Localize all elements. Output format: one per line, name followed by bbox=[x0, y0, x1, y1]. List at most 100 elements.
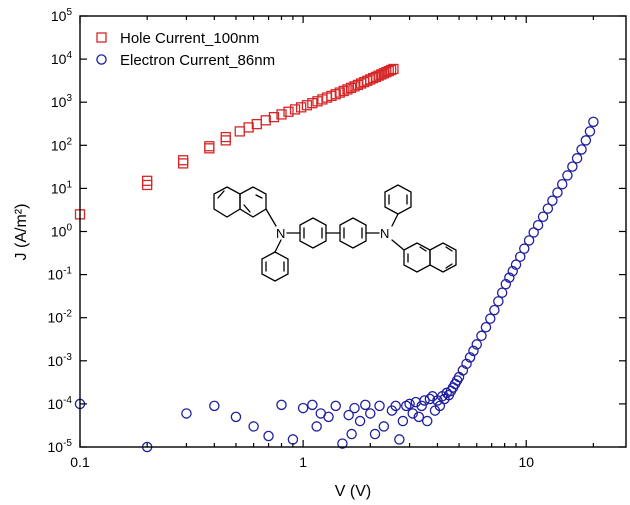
data-point-series-0-28 bbox=[345, 82, 357, 94]
data-point-series-1-20 bbox=[360, 399, 371, 411]
x-tick-label: 1 bbox=[299, 454, 307, 470]
y-tick-label: 10-4 bbox=[48, 395, 73, 412]
data-point-series-0-17 bbox=[296, 102, 307, 113]
data-point-series-1-34 bbox=[416, 400, 427, 412]
data-point-series-1-53 bbox=[464, 352, 476, 363]
data-point-series-1-14 bbox=[330, 400, 341, 412]
molecule-structure: N N bbox=[213, 184, 457, 282]
data-point-series-1-82 bbox=[588, 116, 599, 128]
x-axis-title: V (V) bbox=[335, 483, 371, 500]
data-point-series-0-26 bbox=[338, 85, 349, 97]
y-tick-label: 102 bbox=[51, 136, 73, 153]
y-tick-label: 101 bbox=[51, 179, 73, 196]
data-point-series-1-4 bbox=[230, 411, 242, 423]
legend-label-electron: Electron Current_86nm bbox=[120, 52, 275, 69]
data-point-series-0-15 bbox=[283, 106, 294, 117]
data-point-series-1-5 bbox=[248, 421, 259, 432]
data-point-series-1-57 bbox=[480, 322, 492, 333]
data-point-series-1-77 bbox=[567, 161, 578, 172]
data-point-series-1-68 bbox=[523, 235, 535, 246]
axis-tick-labels: 0.1 1 10 10-5 10-4 10-3 10-2 10-1 100 101 102 103 10… bbox=[48, 7, 535, 470]
data-point-series-0-10 bbox=[243, 122, 254, 133]
data-point-series-0-42 bbox=[385, 64, 397, 76]
data-point-series-1-74 bbox=[552, 187, 563, 198]
data-point-series-1-75 bbox=[556, 178, 568, 190]
data-point-series-1-70 bbox=[532, 219, 544, 231]
y-tick-label: 100 bbox=[51, 223, 73, 240]
data-point-series-1-71 bbox=[537, 211, 549, 222]
data-point-series-1-15 bbox=[337, 438, 348, 449]
data-point-series-1-6 bbox=[263, 430, 274, 442]
data-point-series-1-10 bbox=[307, 399, 318, 411]
data-point-series-0-14 bbox=[276, 109, 287, 120]
data-point-series-1-54 bbox=[468, 345, 479, 357]
data-point-series-1-3 bbox=[209, 400, 220, 412]
data-point-series-0-16 bbox=[289, 104, 301, 115]
nitrogen-label-left: N bbox=[276, 226, 285, 241]
y-tick-label: 10-3 bbox=[48, 352, 73, 369]
data-point-series-1-72 bbox=[542, 203, 554, 214]
data-point-series-1-36 bbox=[421, 415, 433, 427]
data-point-series-1-22 bbox=[369, 428, 381, 440]
data-point-series-1-28 bbox=[397, 415, 409, 427]
y-axis-title: J (A/m²) bbox=[13, 204, 30, 261]
data-point-series-1-30 bbox=[404, 398, 415, 410]
data-point-series-1-33 bbox=[413, 411, 425, 423]
data-point-series-0-37 bbox=[373, 70, 384, 81]
y-tick-label: 10-1 bbox=[48, 266, 73, 283]
data-point-series-1-16 bbox=[343, 409, 354, 421]
data-point-series-1-76 bbox=[562, 170, 573, 181]
data-point-series-1-19 bbox=[354, 415, 366, 427]
y-tick-label: 10-2 bbox=[48, 309, 73, 326]
data-point-series-1-13 bbox=[323, 411, 334, 423]
data-point-series-1-17 bbox=[346, 428, 357, 440]
data-point-series-1-61 bbox=[496, 287, 508, 298]
data-point-series-1-79 bbox=[576, 144, 587, 155]
data-point-series-1-78 bbox=[571, 153, 583, 164]
data-point-series-1-60 bbox=[493, 296, 504, 307]
x-tick-label: 10 bbox=[518, 454, 534, 470]
axis-ticks bbox=[79, 15, 626, 448]
data-point-series-0-35 bbox=[367, 72, 379, 84]
y-tick-label: 105 bbox=[51, 7, 73, 24]
data-point-series-0-13 bbox=[268, 111, 280, 123]
y-tick-label: 104 bbox=[51, 50, 73, 67]
data-point-series-1-27 bbox=[394, 434, 405, 445]
data-point-series-0-43 bbox=[388, 63, 399, 75]
data-point-series-1-11 bbox=[311, 421, 322, 432]
data-point-series-1-58 bbox=[485, 313, 496, 324]
data-point-series-0-12 bbox=[260, 115, 271, 126]
data-point-series-0-2 bbox=[142, 175, 153, 186]
data-point-series-1-7 bbox=[276, 399, 287, 411]
data-point-series-1-73 bbox=[547, 195, 558, 206]
data-point-series-1-65 bbox=[510, 259, 522, 270]
data-point-series-1-21 bbox=[365, 408, 376, 419]
plot-marks bbox=[74, 63, 599, 453]
data-point-series-1-64 bbox=[507, 265, 518, 277]
data-point-series-1-35 bbox=[419, 395, 430, 406]
nitrogen-label-right: N bbox=[380, 226, 389, 241]
data-point-series-1-67 bbox=[519, 243, 530, 254]
data-point-series-0-18 bbox=[301, 100, 313, 111]
data-point-series-1-62 bbox=[500, 278, 512, 290]
legend-label-hole: Hole Current_100nm bbox=[120, 30, 259, 47]
data-point-series-1-81 bbox=[584, 126, 596, 137]
data-point-series-0-6 bbox=[204, 141, 215, 152]
data-point-series-1-18 bbox=[349, 402, 360, 414]
data-point-series-0-36 bbox=[370, 71, 382, 83]
data-point-series-1-9 bbox=[297, 402, 309, 414]
data-point-series-0-4 bbox=[178, 155, 189, 166]
data-point-series-1-37 bbox=[424, 393, 436, 405]
legend-marker-hole bbox=[96, 32, 107, 43]
data-point-series-1-31 bbox=[407, 408, 418, 419]
data-point-series-1-24 bbox=[378, 421, 390, 432]
data-point-series-1-56 bbox=[476, 330, 487, 342]
data-point-series-1-52 bbox=[461, 358, 472, 370]
legend: Hole Current_100nm Electron Current_86nm bbox=[96, 30, 275, 69]
data-point-series-1-59 bbox=[489, 304, 500, 316]
y-tick-label: 103 bbox=[51, 93, 73, 110]
y-tick-label: 10-5 bbox=[48, 438, 73, 455]
data-point-series-1-55 bbox=[471, 339, 482, 350]
